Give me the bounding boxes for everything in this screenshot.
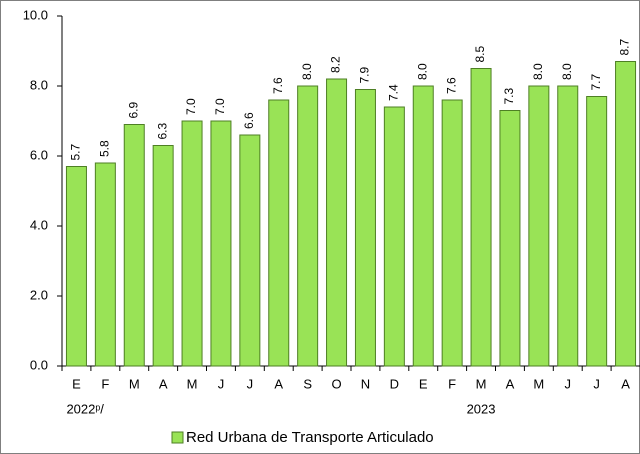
- y-tick-label: 6.0: [30, 147, 48, 162]
- x-tick-label: E: [72, 376, 81, 391]
- bar: [499, 110, 521, 367]
- bar: [123, 124, 145, 367]
- data-label: 5.7: [69, 143, 83, 160]
- data-label: 7.3: [502, 87, 516, 104]
- bar: [181, 120, 203, 367]
- data-label: 6.6: [242, 112, 256, 129]
- bar: [383, 106, 405, 367]
- data-label: 7.9: [358, 66, 372, 83]
- y-tick-label: 8.0: [30, 77, 48, 92]
- data-label: 8.0: [415, 63, 429, 80]
- x-tick-label: F: [101, 376, 109, 391]
- bar: [528, 85, 550, 367]
- x-tick-label: J: [247, 376, 254, 391]
- y-tick-label: 4.0: [30, 217, 48, 232]
- x-tick-label: J: [565, 376, 572, 391]
- legend-swatch: [171, 431, 184, 444]
- x-tick-label: A: [159, 376, 168, 391]
- x-tick-label: M: [533, 376, 544, 391]
- y-tick-label: 0.0: [30, 357, 48, 372]
- x-tick-label: N: [361, 376, 370, 391]
- data-label: 7.6: [271, 77, 285, 94]
- y-tick-label: 2.0: [30, 287, 48, 302]
- x-tick-label: A: [621, 376, 630, 391]
- bar: [210, 120, 232, 367]
- bar: [441, 99, 463, 367]
- data-label: 7.4: [387, 84, 401, 101]
- data-label: 7.7: [589, 73, 603, 90]
- x-tick-label: O: [331, 376, 341, 391]
- data-label: 7.0: [184, 98, 198, 115]
- bar: [65, 166, 87, 367]
- data-label: 7.6: [444, 77, 458, 94]
- y-tick-label: 10.0: [23, 7, 48, 22]
- data-label: 8.0: [531, 63, 545, 80]
- data-label: 7.0: [213, 98, 227, 115]
- year-label: 2023: [467, 401, 496, 416]
- bar: [470, 68, 492, 367]
- data-label: 6.3: [155, 122, 169, 139]
- bar: [354, 89, 376, 367]
- bar: [557, 85, 579, 367]
- bar: [297, 85, 319, 367]
- legend-label: Red Urbana de Transporte Articulado: [186, 429, 434, 446]
- bar: [239, 134, 261, 367]
- bar: [615, 61, 637, 367]
- bar: [94, 162, 116, 367]
- data-label: 8.0: [300, 63, 314, 80]
- data-label: 8.5: [473, 45, 487, 62]
- bar: [268, 99, 290, 367]
- bar: [412, 85, 434, 367]
- data-label: 8.0: [560, 63, 574, 80]
- x-tick-label: M: [129, 376, 140, 391]
- data-label: 6.9: [126, 101, 140, 118]
- x-tick-label: A: [274, 376, 283, 391]
- x-tick-label: M: [476, 376, 487, 391]
- x-tick-label: M: [187, 376, 198, 391]
- bar: [586, 96, 608, 367]
- x-tick-label: A: [506, 376, 515, 391]
- data-label: 8.7: [618, 38, 632, 55]
- year-label: 2022ᵖ/: [66, 401, 104, 416]
- data-label: 5.8: [98, 140, 112, 157]
- data-label: 8.2: [329, 56, 343, 73]
- x-tick-label: S: [303, 376, 312, 391]
- x-tick-label: J: [218, 376, 225, 391]
- bar: [152, 145, 174, 367]
- x-tick-label: F: [448, 376, 456, 391]
- bar: [326, 78, 348, 367]
- x-tick-label: D: [390, 376, 399, 391]
- x-tick-label: E: [419, 376, 428, 391]
- x-tick-label: J: [593, 376, 600, 391]
